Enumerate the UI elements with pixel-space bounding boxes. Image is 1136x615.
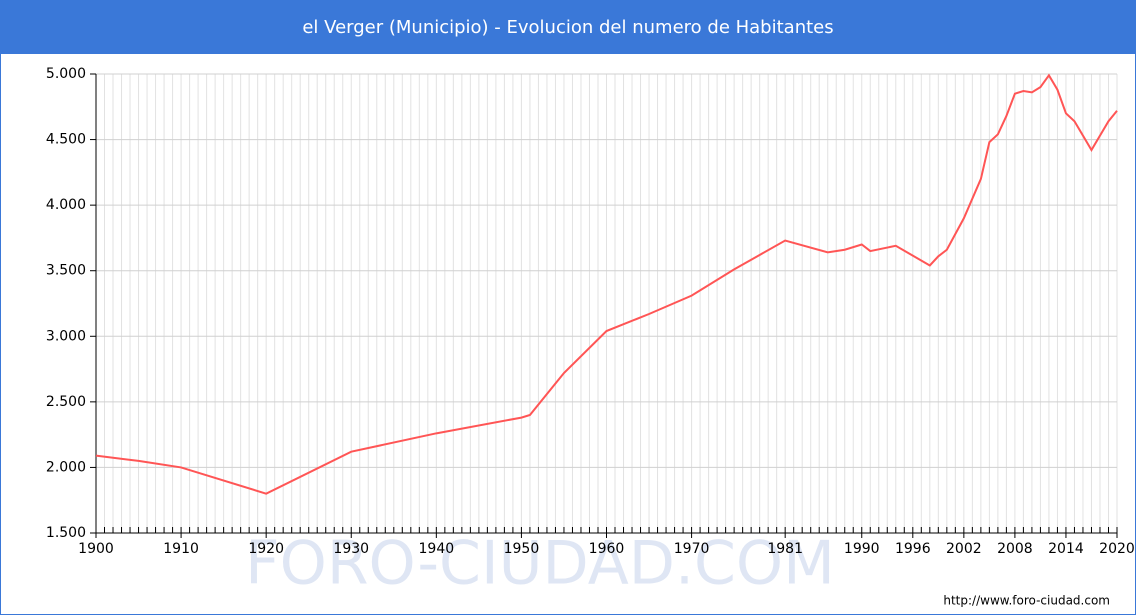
x-tick-label: 1920	[248, 541, 284, 557]
x-tick-label: 1940	[419, 541, 455, 557]
y-tick-label: 3.500	[46, 263, 86, 279]
x-tick-label: 1996	[895, 541, 931, 557]
watermark: FORO-CIUDAD.COM	[245, 529, 835, 599]
x-tick-label: 1910	[163, 541, 199, 557]
y-tick-label: 1.500	[46, 525, 86, 541]
x-tick-label: 1900	[78, 541, 114, 557]
data-line	[95, 73, 1118, 495]
x-tick-label: 2014	[1048, 541, 1084, 557]
y-tick-label: 4.500	[46, 132, 86, 148]
y-tick-label: 2.500	[46, 394, 86, 410]
y-tick-label: 4.000	[46, 197, 86, 213]
x-tick-label: 2020	[1099, 541, 1135, 557]
y-tick-label: 2.000	[46, 459, 86, 475]
x-tick-label: 1930	[333, 541, 369, 557]
source: http://www.foro-ciudad.com	[943, 594, 1110, 608]
x-tick-label: 2002	[946, 541, 982, 557]
title-bar	[0, 0, 1136, 54]
y-tick-label: 3.000	[46, 328, 86, 344]
x-tick-label: 2008	[997, 541, 1033, 557]
x-tick-label: 1981	[767, 541, 803, 557]
x-tick-label: 1990	[844, 541, 880, 557]
x-tick-label: 1950	[504, 541, 540, 557]
x-tick-label: 1970	[674, 541, 710, 557]
chart-title: el Verger (Municipio) - Evolucion del nu…	[302, 17, 833, 38]
y-tick-label: 5.000	[46, 66, 86, 82]
x-tick-label: 1960	[589, 541, 625, 557]
